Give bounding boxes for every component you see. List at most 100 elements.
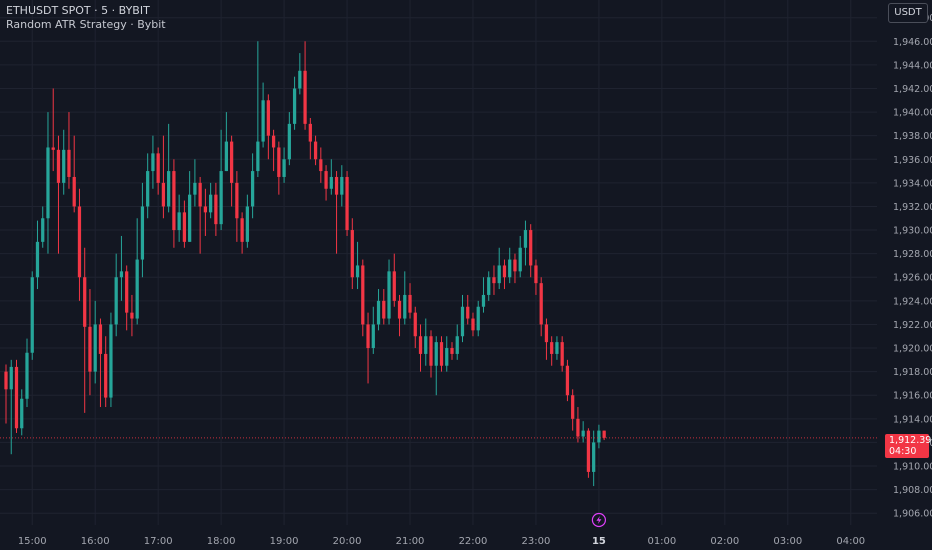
candle-body: [476, 306, 480, 331]
candle-body: [235, 182, 239, 219]
candle-body: [576, 418, 580, 437]
candle-body: [313, 141, 318, 160]
candle-body: [382, 300, 386, 319]
price-tick-label: 1,946.00: [893, 37, 932, 48]
lightning-icon-bolt: [596, 516, 602, 524]
time-tick-label: 20:00: [333, 536, 362, 547]
time-tick-label: 19:00: [270, 536, 299, 547]
candle-body: [466, 306, 470, 319]
lightning-icon[interactable]: [591, 512, 607, 528]
strategy-title[interactable]: Random ATR Strategy · Bybit: [6, 18, 166, 31]
price-tick-label: 1,940.00: [893, 108, 932, 119]
last-price-label: 1,912.39: [889, 435, 932, 446]
candle-body: [214, 194, 218, 225]
candle-body: [429, 336, 433, 366]
candle-body: [41, 218, 45, 242]
candle-body: [303, 70, 307, 124]
candle-body: [250, 171, 255, 207]
candle-body: [277, 147, 281, 177]
candle-body: [518, 247, 522, 272]
time-axis[interactable]: 15:00 16:00 17:00 18:00 19:00 20:00 21:00 22:00…: [18, 536, 865, 547]
candle-body: [450, 348, 454, 354]
candle-body: [156, 153, 160, 183]
candle-body: [245, 206, 249, 242]
candle-body: [20, 398, 24, 429]
time-tick-label: 04:00: [836, 536, 865, 547]
candle-body: [434, 342, 438, 366]
candle-body: [492, 277, 496, 284]
candle-body: [46, 147, 50, 219]
time-tick-label: 21:00: [396, 536, 425, 547]
candle-body: [497, 265, 501, 284]
candle-body: [539, 283, 543, 325]
candle-body: [408, 294, 412, 313]
candle-body: [151, 153, 155, 172]
candle-body: [592, 442, 596, 472]
price-tick-label: 1,928.00: [893, 249, 932, 260]
candle-body: [376, 300, 381, 325]
candle-body: [534, 265, 538, 284]
candle-body: [72, 176, 76, 207]
candle-body: [224, 141, 229, 172]
candle-body: [340, 176, 344, 195]
candle-body: [93, 324, 97, 372]
candle-body: [146, 171, 150, 207]
candle-body: [67, 149, 71, 177]
price-tick-label: 1,934.00: [893, 178, 932, 189]
candle-body: [98, 324, 103, 354]
candle-body: [439, 342, 444, 366]
candle-body: [555, 342, 559, 354]
candle-body: [350, 230, 354, 278]
candle-body: [198, 182, 202, 207]
candle-body: [25, 352, 29, 399]
candle-body: [355, 265, 360, 278]
time-tick-label: 01:00: [647, 536, 676, 547]
candle-body: [345, 176, 349, 231]
time-tick-label: 03:00: [773, 536, 802, 547]
price-tick-label: 1,938.00: [893, 131, 932, 142]
price-tick-label: 1,906.00: [893, 509, 932, 520]
currency-button[interactable]: USDT: [888, 3, 928, 23]
candle-body: [550, 342, 554, 354]
candle-body: [271, 135, 276, 148]
candle-body: [203, 206, 208, 213]
candle-body: [334, 176, 339, 195]
candle-body: [298, 70, 302, 89]
event-marker[interactable]: [591, 512, 607, 528]
candle-body: [9, 366, 13, 390]
candle-body: [114, 277, 118, 325]
price-tick-label: 1,916.00: [893, 391, 932, 402]
candle-body: [77, 206, 82, 278]
candle-body: [167, 171, 171, 207]
price-tick-label: 1,944.00: [893, 60, 932, 71]
candle-body: [172, 171, 176, 231]
price-tick-label: 1,932.00: [893, 202, 932, 213]
candle-body: [266, 100, 270, 136]
candle-body: [560, 342, 564, 366]
candle-body: [104, 353, 108, 398]
candle-body: [261, 100, 265, 142]
candle-body: [413, 312, 417, 337]
candle-body: [193, 182, 197, 195]
grid: [0, 0, 877, 525]
candle-body: [424, 336, 428, 354]
candle-body: [256, 141, 260, 172]
candle-body: [565, 365, 570, 396]
candle-body: [319, 159, 323, 172]
candle-body: [177, 212, 181, 231]
candle-body: [188, 194, 192, 242]
price-tick-label: 1,908.00: [893, 485, 932, 496]
candle-body: [35, 241, 40, 278]
candle-body: [366, 324, 370, 349]
time-tick-label: 16:00: [81, 536, 110, 547]
candle-body: [602, 430, 606, 438]
time-tick-label: 15: [592, 536, 606, 547]
price-tick-label: 1,914.00: [893, 414, 932, 425]
last-price-tag: 1,912.39 04:30: [885, 434, 932, 458]
candle-body: [30, 277, 34, 353]
price-tick-label: 1,922.00: [893, 320, 932, 331]
time-tick-label: 15:00: [18, 536, 47, 547]
candle-body: [125, 271, 129, 313]
